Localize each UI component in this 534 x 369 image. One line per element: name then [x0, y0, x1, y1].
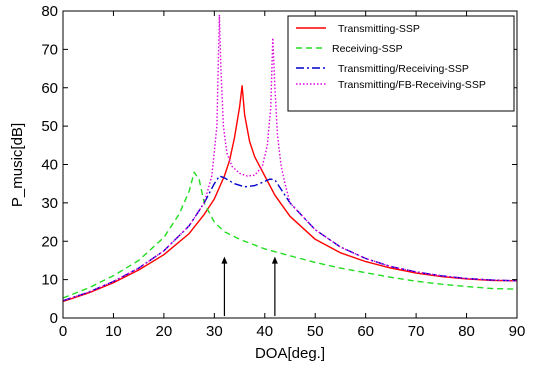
- x-tick-label-0: 0: [59, 323, 67, 340]
- x-tick-label-6: 60: [357, 323, 374, 340]
- series-layer: [62, 14, 518, 303]
- y-tick-label-7: 70: [41, 41, 58, 58]
- legend-label-0: Transmitting-SSP: [338, 23, 420, 35]
- x-tick-label-7: 70: [408, 323, 425, 340]
- legend-box: [287, 15, 515, 112]
- legend: Transmitting-SSP Receiving-SSP Transmittin…: [287, 15, 515, 112]
- series-line-2: [62, 175, 518, 302]
- y-tick-label-6: 60: [41, 80, 58, 97]
- tick-layer: 0 10 20 30 40 50 60 70 80 90 0 10 20 30 40 50 60 70 80: [41, 3, 525, 340]
- x-tick-label-4: 40: [256, 323, 273, 340]
- y-tick-label-1: 10: [41, 272, 58, 289]
- legend-label-1: Receiving-SSP: [332, 43, 403, 55]
- series-line-1: [62, 171, 518, 299]
- y-tick-label-0: 0: [50, 310, 58, 327]
- y-tick-label-3: 30: [41, 195, 58, 212]
- y-tick-label-8: 80: [41, 3, 58, 20]
- arrow-head-1: [271, 256, 278, 264]
- x-axis-label: DOA[deg.]: [255, 345, 325, 362]
- arrow-layer: [221, 256, 278, 317]
- series-line-3: [62, 14, 518, 302]
- y-tick-label-5: 50: [41, 118, 58, 135]
- x-tick-label-1: 10: [105, 323, 122, 340]
- arrow-head-0: [221, 256, 228, 264]
- legend-label-2: Transmitting/Receiving-SSP: [338, 63, 469, 75]
- y-tick-label-2: 20: [41, 233, 58, 250]
- x-tick-label-5: 50: [307, 323, 324, 340]
- x-tick-label-3: 30: [206, 323, 223, 340]
- x-tick-label-2: 20: [156, 323, 173, 340]
- series-line-0: [62, 85, 518, 303]
- y-axis-label: P_music[dB]: [9, 123, 26, 207]
- y-tick-label-4: 40: [41, 157, 58, 174]
- x-tick-label-8: 80: [458, 323, 475, 340]
- legend-label-3: Transmitting/FB-Receiving-SSP: [338, 79, 486, 91]
- x-tick-label-9: 90: [509, 323, 526, 340]
